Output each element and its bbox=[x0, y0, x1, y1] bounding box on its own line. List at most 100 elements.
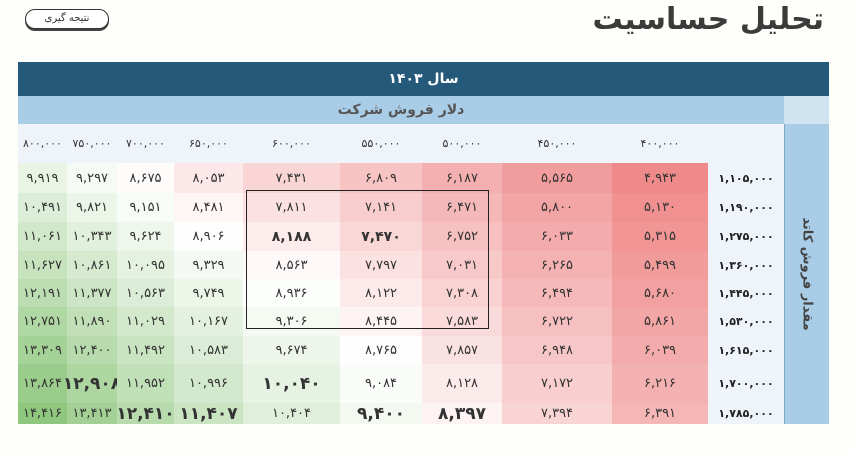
table-cell: ۹,۶۲۴ bbox=[117, 222, 174, 251]
table-cell: ۶,۳۹۱ bbox=[612, 403, 708, 424]
row-header: ۱,۷۸۵,۰۰۰ bbox=[708, 403, 784, 424]
column-header: ۴۵۰,۰۰۰ bbox=[502, 124, 612, 163]
table-cell: ۷,۱۷۲ bbox=[502, 364, 612, 403]
row-header: ۱,۱۰۵,۰۰۰ bbox=[708, 163, 784, 193]
table-cell: ۱۱,۴۰۷ bbox=[174, 403, 243, 424]
table-cell: ۱۲,۴۰۰ bbox=[67, 336, 117, 364]
table-cell: ۱۰,۸۶۱ bbox=[67, 251, 117, 279]
row-header: ۱,۵۳۰,۰۰۰ bbox=[708, 307, 784, 336]
table-cell: ۴,۹۴۳ bbox=[612, 163, 708, 193]
table-cell: ۸,۱۲۸ bbox=[422, 364, 502, 403]
table-cell: ۹,۳۲۹ bbox=[174, 251, 243, 279]
table-cell: ۶,۷۵۲ bbox=[422, 222, 502, 251]
table-cell: ۷,۱۴۱ bbox=[340, 193, 422, 222]
table-cell: ۶,۲۱۶ bbox=[612, 364, 708, 403]
table-cell: ۱۳,۴۱۳ bbox=[67, 403, 117, 424]
table-cell: ۱۰,۳۴۳ bbox=[67, 222, 117, 251]
table-cell: ۱۱,۸۹۰ bbox=[67, 307, 117, 336]
page-title: تحلیل حساسیت bbox=[592, 2, 824, 37]
table-cell: ۹,۷۴۹ bbox=[174, 279, 243, 307]
table-cell: ۱۳,۳۰۹ bbox=[18, 336, 67, 364]
table-cell: ۸,۴۴۵ bbox=[340, 307, 422, 336]
table-cell: ۸,۱۲۲ bbox=[340, 279, 422, 307]
table-cell: ۹,۱۵۱ bbox=[117, 193, 174, 222]
table-cell: ۱۰,۴۹۱ bbox=[18, 193, 67, 222]
row-header: ۱,۷۰۰,۰۰۰ bbox=[708, 364, 784, 403]
table-cell: ۸,۵۶۳ bbox=[243, 251, 340, 279]
column-header: ۶۰۰,۰۰۰ bbox=[243, 124, 340, 163]
table-cell: ۸,۴۸۱ bbox=[174, 193, 243, 222]
table-cell: ۱۲,۱۹۱ bbox=[18, 279, 67, 307]
table-cell: ۶,۸۰۹ bbox=[340, 163, 422, 193]
corner-cell bbox=[784, 96, 829, 124]
row-header: ۱,۴۴۵,۰۰۰ bbox=[708, 279, 784, 307]
column-header: ۷۰۰,۰۰۰ bbox=[117, 124, 174, 163]
table-cell: ۶,۴۷۱ bbox=[422, 193, 502, 222]
table-cell: ۱۰,۴۰۴ bbox=[243, 403, 340, 424]
table-cell: ۱۱,۶۲۷ bbox=[18, 251, 67, 279]
table-cell: ۵,۸۶۱ bbox=[612, 307, 708, 336]
table-cell: ۷,۸۵۷ bbox=[422, 336, 502, 364]
table-cell: ۱۱,۹۵۲ bbox=[117, 364, 174, 403]
column-header: ۸۰۰,۰۰۰ bbox=[18, 124, 67, 163]
table-cell: ۸,۰۵۳ bbox=[174, 163, 243, 193]
column-header: ۶۵۰,۰۰۰ bbox=[174, 124, 243, 163]
row-axis-header: مقدار فروش کاتد bbox=[784, 124, 829, 424]
table-cell: ۱۴,۴۱۶ bbox=[18, 403, 67, 424]
data-grid: ۸۰۰,۰۰۰ ۷۵۰,۰۰۰ ۷۰۰,۰۰۰ ۶۵۰,۰۰۰ ۶۰۰,۰۰۰ ۵۵۰,۰… bbox=[18, 124, 784, 424]
table-cell: ۶,۰۳۹ bbox=[612, 336, 708, 364]
table-cell: ۷,۳۰۸ bbox=[422, 279, 502, 307]
row-axis-label: مقدار فروش کاتد bbox=[799, 217, 815, 331]
table-cell: ۱۰,۰۴۰ bbox=[243, 364, 340, 403]
sensitivity-table: سال ۱۴۰۳ دلار فروش شرکت مقدار فروش کاتد … bbox=[18, 62, 829, 424]
column-header: ۴۰۰,۰۰۰ bbox=[612, 124, 708, 163]
table-cell: ۹,۰۸۴ bbox=[340, 364, 422, 403]
table-cell: ۸,۳۹۷ bbox=[422, 403, 502, 424]
conclusion-button[interactable]: نتیجه گیری bbox=[25, 9, 109, 29]
column-header: ۵۰۰,۰۰۰ bbox=[422, 124, 502, 163]
table-cell: ۹,۶۷۴ bbox=[243, 336, 340, 364]
table-cell: ۱۳,۸۶۴ bbox=[18, 364, 67, 403]
row-header-corner bbox=[708, 124, 784, 163]
table-cell: ۶,۲۶۵ bbox=[502, 251, 612, 279]
table-cell: ۱۱,۳۷۷ bbox=[67, 279, 117, 307]
table-cell: ۱۰,۵۶۳ bbox=[117, 279, 174, 307]
table-cell: ۸,۱۸۸ bbox=[243, 222, 340, 251]
table-cell: ۱۱,۴۹۲ bbox=[117, 336, 174, 364]
table-cell: ۶,۴۹۴ bbox=[502, 279, 612, 307]
table-cell: ۸,۶۷۵ bbox=[117, 163, 174, 193]
row-header: ۱,۱۹۰,۰۰۰ bbox=[708, 193, 784, 222]
table-cell: ۶,۰۳۳ bbox=[502, 222, 612, 251]
table-cell: ۱۲,۷۵۱ bbox=[18, 307, 67, 336]
table-cell: ۹,۴۰۰ bbox=[340, 403, 422, 424]
row-header: ۱,۳۶۰,۰۰۰ bbox=[708, 251, 784, 279]
table-cell: ۷,۴۳۱ bbox=[243, 163, 340, 193]
table-cell: ۹,۹۱۹ bbox=[18, 163, 67, 193]
table-cell: ۶,۷۲۲ bbox=[502, 307, 612, 336]
column-header: ۷۵۰,۰۰۰ bbox=[67, 124, 117, 163]
table-cell: ۹,۸۲۱ bbox=[67, 193, 117, 222]
table-cell: ۱۰,۰۹۵ bbox=[117, 251, 174, 279]
dollar-header: دلار فروش شرکت bbox=[18, 96, 784, 124]
table-cell: ۱۰,۱۶۷ bbox=[174, 307, 243, 336]
table-cell: ۸,۹۰۶ bbox=[174, 222, 243, 251]
table-cell: ۵,۴۹۹ bbox=[612, 251, 708, 279]
table-cell: ۹,۳۰۶ bbox=[243, 307, 340, 336]
table-cell: ۵,۳۱۵ bbox=[612, 222, 708, 251]
table-cell: ۱۱,۰۶۱ bbox=[18, 222, 67, 251]
table-cell: ۷,۳۹۴ bbox=[502, 403, 612, 424]
table-cell: ۶,۹۴۸ bbox=[502, 336, 612, 364]
table-cell: ۱۰,۹۹۶ bbox=[174, 364, 243, 403]
table-cell: ۱۲,۹۰۸ bbox=[63, 364, 121, 403]
table-cell: ۷,۷۹۷ bbox=[340, 251, 422, 279]
table-cell: ۱۲,۴۱۰ bbox=[116, 403, 175, 424]
table-cell: ۹,۲۹۷ bbox=[67, 163, 117, 193]
table-cell: ۵,۱۳۰ bbox=[612, 193, 708, 222]
column-header: ۵۵۰,۰۰۰ bbox=[340, 124, 422, 163]
table-cell: ۸,۷۶۵ bbox=[340, 336, 422, 364]
table-cell: ۷,۴۷۰ bbox=[340, 222, 422, 251]
table-cell: ۱۱,۰۲۹ bbox=[117, 307, 174, 336]
table-cell: ۱۰,۵۸۳ bbox=[174, 336, 243, 364]
row-header: ۱,۲۷۵,۰۰۰ bbox=[708, 222, 784, 251]
table-cell: ۸,۹۳۶ bbox=[243, 279, 340, 307]
